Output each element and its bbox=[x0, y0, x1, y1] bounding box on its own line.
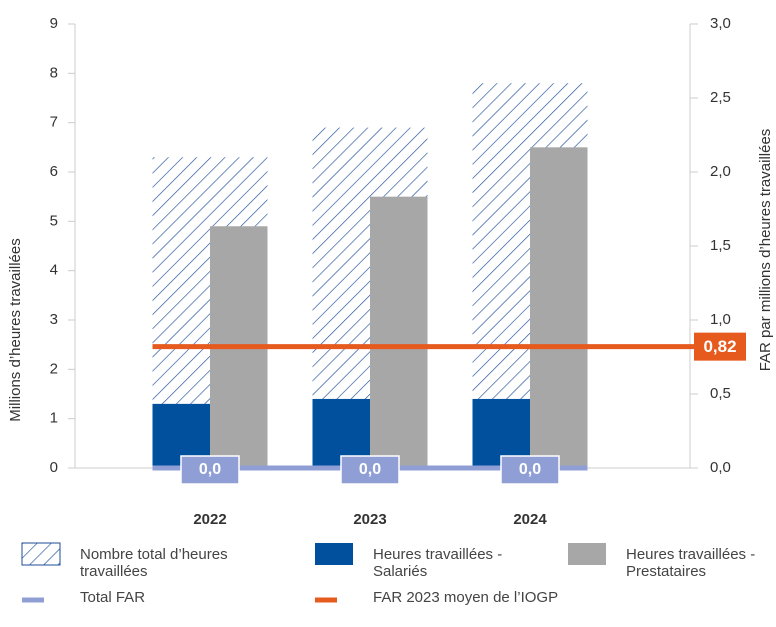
x-tick-label: 2024 bbox=[513, 511, 547, 528]
y-tick-label: 5 bbox=[50, 212, 58, 229]
value-label-box bbox=[180, 455, 240, 485]
y2-tick-label: 0,0 bbox=[710, 459, 731, 476]
y2-tick-label: 1,0 bbox=[710, 311, 731, 328]
bar bbox=[370, 196, 428, 468]
y-tick-label: 3 bbox=[50, 311, 58, 328]
legend-swatch bbox=[21, 542, 61, 566]
y-tick-label: 9 bbox=[50, 15, 58, 32]
x-tick-label: 2022 bbox=[193, 511, 226, 528]
y2-tick-label: 3,0 bbox=[710, 15, 731, 32]
y2-tick-label: 2,5 bbox=[710, 89, 731, 106]
y2-tick-label: 0,5 bbox=[710, 385, 731, 402]
y-tick-label: 6 bbox=[50, 163, 58, 180]
value-label-box bbox=[340, 455, 400, 485]
legend-label: Total FAR bbox=[80, 589, 146, 606]
legend-label: Heures travaillées - Salariés bbox=[373, 546, 503, 580]
y2-tick-label: 1,5 bbox=[710, 237, 731, 254]
x-tick-label: 2023 bbox=[353, 511, 386, 528]
legend-label: FAR 2023 moyen de l’IOGP bbox=[373, 589, 559, 606]
value-label: 0,82 bbox=[703, 337, 736, 356]
y-tick-label: 7 bbox=[50, 114, 58, 131]
y-tick-label: 8 bbox=[50, 64, 58, 81]
y-tick-label: 0 bbox=[50, 459, 58, 476]
legend-swatch bbox=[315, 543, 353, 565]
legend-swatch bbox=[568, 543, 606, 565]
value-label: 0,0 bbox=[359, 461, 381, 478]
y-axis-label: Millions d’heures travaillées bbox=[7, 238, 24, 421]
value-label: 0,0 bbox=[519, 461, 541, 478]
bar bbox=[530, 147, 588, 469]
value-label-box bbox=[500, 455, 560, 485]
value-label: 0,0 bbox=[199, 461, 221, 478]
y2-axis-label: FAR par millions d’heures travaillées bbox=[757, 129, 774, 372]
y-tick-label: 1 bbox=[50, 410, 58, 427]
y-tick-label: 4 bbox=[50, 262, 58, 279]
legend-label: Nombre total d’heures travaillées bbox=[80, 546, 228, 580]
y2-tick-label: 2,0 bbox=[710, 163, 731, 180]
y-tick-label: 2 bbox=[50, 360, 58, 377]
legend-label: Heures travaillées - Prestataires bbox=[626, 546, 756, 580]
value-label-box bbox=[694, 332, 746, 361]
